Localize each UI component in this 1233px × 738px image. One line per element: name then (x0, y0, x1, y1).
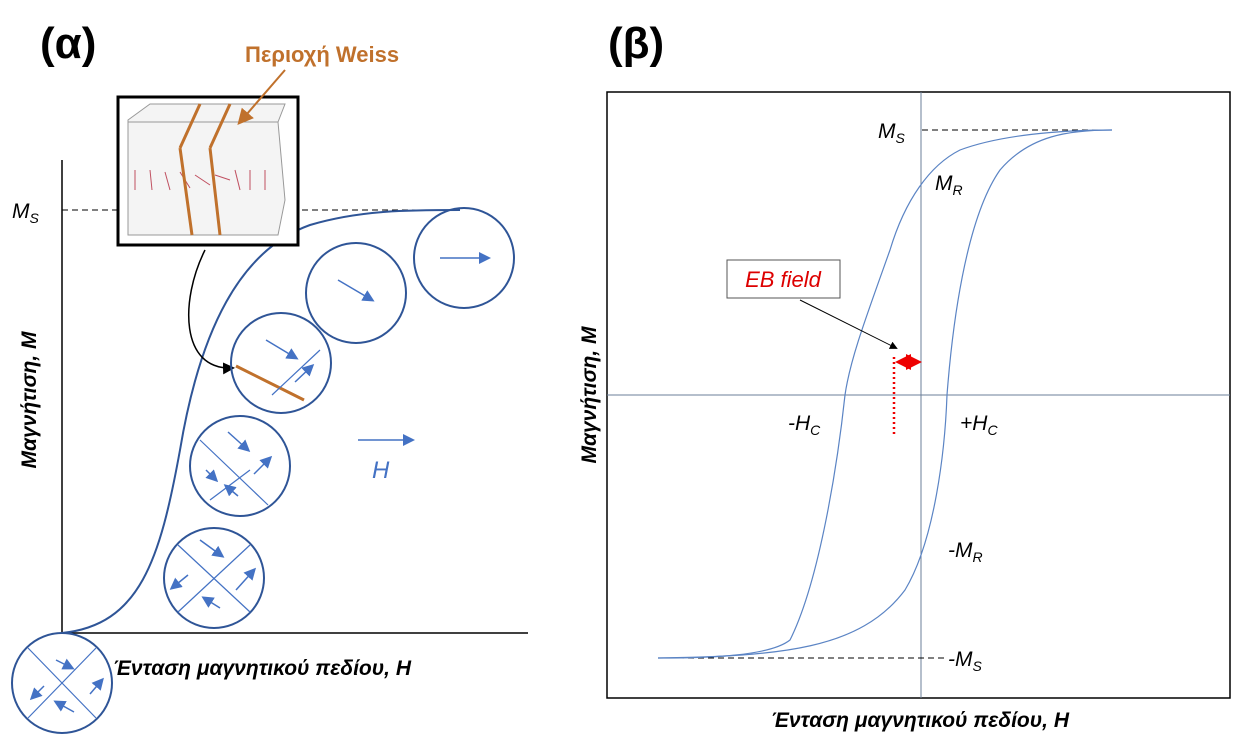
y-axis-label: Μαγνήτιση, M (578, 326, 601, 464)
eb-label: EB field (745, 267, 822, 292)
panel-label: (β) (608, 19, 664, 68)
eb-arrow (800, 300, 896, 348)
loop-ascending (658, 130, 1112, 658)
ms-sub: S (896, 130, 906, 146)
weiss-label: Περιοχή Weiss (245, 42, 399, 67)
ms-label: MS (12, 200, 40, 226)
domain-circles (12, 208, 514, 733)
neg-mr-label: -MR (948, 539, 983, 565)
mr-sub: R (953, 182, 963, 198)
figure: (α) Περιοχή Weiss MS Μαγνήτιση, M Ένταση… (0, 0, 1233, 738)
mr-label: MR (935, 172, 963, 198)
panel-b: (β) MS MR -HC +HC -MR -MS EB field Μαγνή… (578, 19, 1230, 732)
panel-label: (α) (40, 19, 96, 68)
ms-main: M (878, 120, 896, 143)
pos-hc-label: +HC (960, 412, 998, 438)
ms-sub: S (30, 210, 40, 226)
neg-ms-sub: S (973, 658, 983, 674)
neg-hc-main: -H (788, 412, 811, 435)
field-label: H (372, 457, 390, 484)
panel-a: (α) Περιοχή Weiss MS Μαγνήτιση, M Ένταση… (12, 19, 528, 733)
mr-main: M (935, 172, 953, 195)
loop-descending (658, 130, 1112, 658)
pos-hc-sub: C (987, 422, 998, 438)
neg-hc-sub: C (810, 422, 821, 438)
crystal-block (128, 104, 285, 235)
x-axis-label: Ένταση μαγνητικού πεδίου, H (113, 657, 412, 680)
neg-mr-sub: R (973, 549, 983, 565)
neg-ms-label: -MS (948, 648, 983, 674)
inset-arrow (189, 250, 232, 368)
neg-mr-main: -M (948, 539, 973, 562)
x-axis-label: Ένταση μαγνητικού πεδίου, H (771, 709, 1070, 732)
pos-hc-main: +H (960, 412, 988, 435)
neg-hc-label: -HC (788, 412, 821, 438)
ms-main: M (12, 200, 30, 223)
y-axis-label: Μαγνήτιση, M (18, 331, 41, 469)
neg-ms-main: -M (948, 648, 973, 671)
ms-label: MS (878, 120, 906, 146)
